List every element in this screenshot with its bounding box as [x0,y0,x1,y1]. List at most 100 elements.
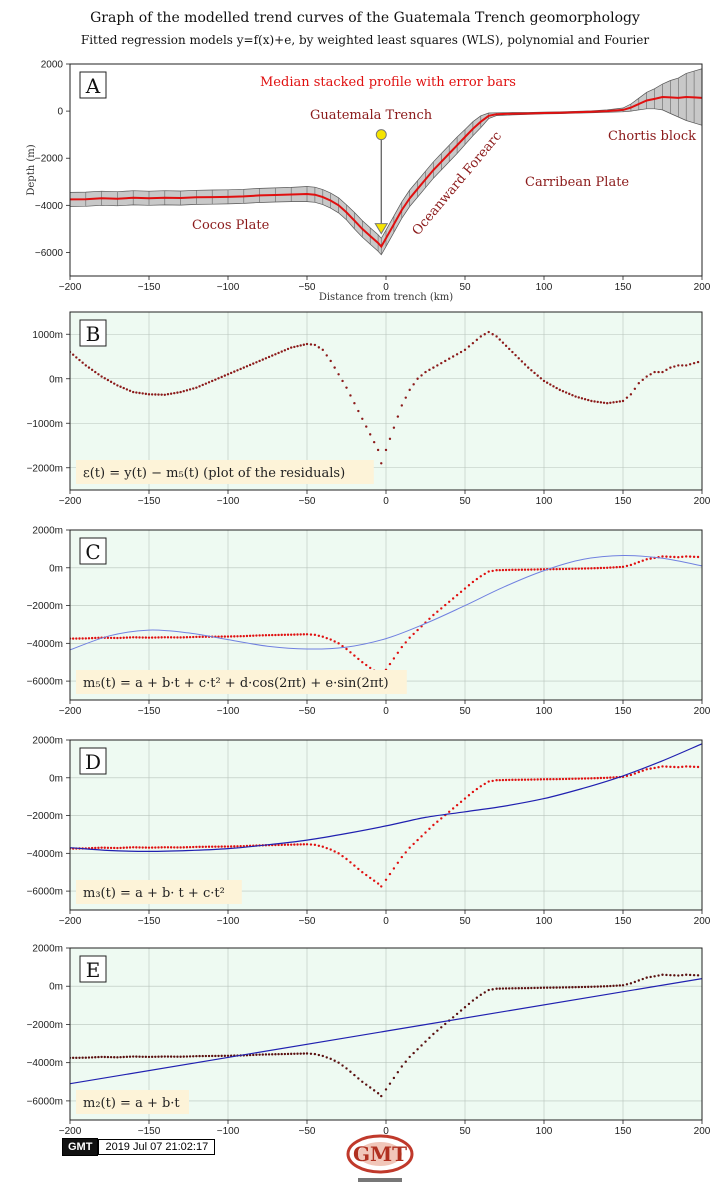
data-point [621,984,625,987]
data-point [444,603,447,607]
y-tick-label: 2000m [32,944,63,955]
data-point [649,557,652,560]
data-point [229,635,233,638]
data-point [261,634,264,637]
data-point [641,769,644,772]
data-point [471,999,475,1002]
data-point [625,983,629,986]
residual-point [471,341,475,345]
data-point [217,845,220,848]
data-point [290,1052,293,1056]
data-point [176,636,179,639]
data-point [245,634,249,638]
data-point [163,1055,166,1058]
y-tick-label: 0m [49,982,63,993]
formula-box [76,1090,189,1114]
residual-point [302,343,306,346]
x-tick-label: −100 [217,1126,240,1137]
data-point [483,991,486,994]
residual-point [182,390,185,393]
residual-point [125,388,129,391]
data-point [154,636,157,639]
data-point [277,633,280,637]
data-point [498,568,501,572]
data-point [157,1055,160,1058]
error-band [70,68,702,256]
residual-point [520,360,524,363]
fit-curve [70,978,702,1085]
residual-point [147,393,151,396]
residual-point [160,393,163,396]
x-tick-label: 0 [383,916,389,927]
residual-point [283,349,287,352]
data-point [637,979,640,982]
residual-point [388,437,392,441]
data-point [185,846,189,849]
data-point [612,984,615,988]
data-point [590,777,593,780]
data-point [561,567,565,571]
data-point [665,973,668,977]
data-point [125,1055,129,1059]
data-point [400,645,403,649]
data-point [223,1054,227,1058]
residual-point [71,353,75,356]
formula-text: m₂(t) = a + b·t [83,1096,180,1111]
data-point [467,1002,471,1006]
trench-marker-circle [375,129,387,141]
plot-area [70,973,702,1098]
residual-point [549,383,552,386]
residual-point [204,382,208,385]
data-point [173,636,176,639]
data-point [271,1053,274,1056]
data-point [552,777,555,781]
data-point [84,1056,88,1059]
data-point [564,986,568,989]
data-point [673,765,676,769]
data-point [248,1053,252,1057]
data-point [305,843,309,846]
residual-point [545,381,549,384]
data-point [214,845,217,848]
data-point [424,1040,427,1043]
data-point [511,568,514,572]
y-tick-label: −2000m [27,1020,63,1031]
y-tick-label: −2000m [27,811,63,822]
data-point [609,984,612,988]
residual-point [286,347,290,351]
data-point [602,566,606,570]
data-point [451,1016,455,1019]
data-point [657,766,660,769]
x-tick-label: −50 [299,282,316,293]
data-point [147,846,151,849]
data-point [236,845,239,848]
data-point [337,852,340,855]
x-tick-label: −100 [217,706,240,717]
residual-point [673,365,676,368]
data-point [267,633,271,637]
data-point [459,800,463,804]
y-tick-label: 2000 [41,60,64,71]
residual-point [128,389,132,392]
residual-point [87,366,91,369]
residual-point [81,361,84,364]
data-point [150,1055,154,1059]
residual-point [404,396,407,399]
data-point [337,642,340,645]
data-point [261,1053,264,1056]
data-point [561,777,565,781]
panel-letter-box [79,71,107,99]
panel-letter-box [79,747,107,775]
residual-point [649,373,652,376]
data-point [571,567,574,570]
residual-point [376,448,380,452]
residual-point [198,385,201,388]
data-point [463,797,467,800]
data-point [369,876,372,880]
x-tick-label: 150 [615,916,632,927]
data-point [201,635,204,639]
data-point [436,1029,439,1032]
data-point [416,628,419,632]
data-point [376,1092,380,1095]
data-point [602,776,606,780]
